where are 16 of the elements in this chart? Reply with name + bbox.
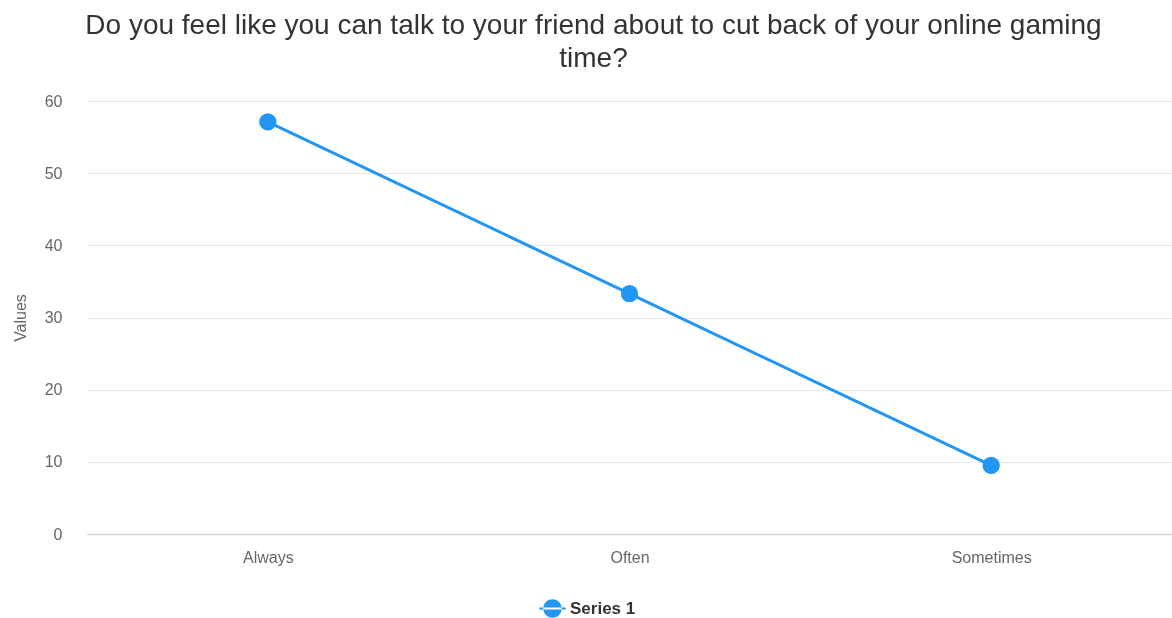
y-tick-label: 30 bbox=[44, 309, 63, 326]
point bbox=[982, 456, 1000, 475]
point bbox=[259, 113, 277, 131]
y-axis-title: Values bbox=[11, 294, 29, 342]
y-tick-label: 0 bbox=[53, 525, 63, 543]
chart-title: Do you feel like you can talk to your friend about to cut back of your online gaming time? bbox=[85, 9, 1102, 73]
y-tick-label: 60 bbox=[44, 92, 63, 110]
x-tick-label: Always bbox=[242, 548, 294, 566]
x-tick-label: Sometimes bbox=[951, 548, 1032, 566]
y-tick-label: 50 bbox=[44, 164, 63, 182]
legend-label: Series 1 bbox=[570, 598, 636, 618]
y-tick-label: 10 bbox=[44, 453, 63, 471]
x-tick-label: Often bbox=[610, 548, 650, 566]
point bbox=[620, 285, 639, 303]
y-tick-label: 40 bbox=[44, 236, 63, 254]
y-tick-label: 20 bbox=[44, 381, 63, 399]
